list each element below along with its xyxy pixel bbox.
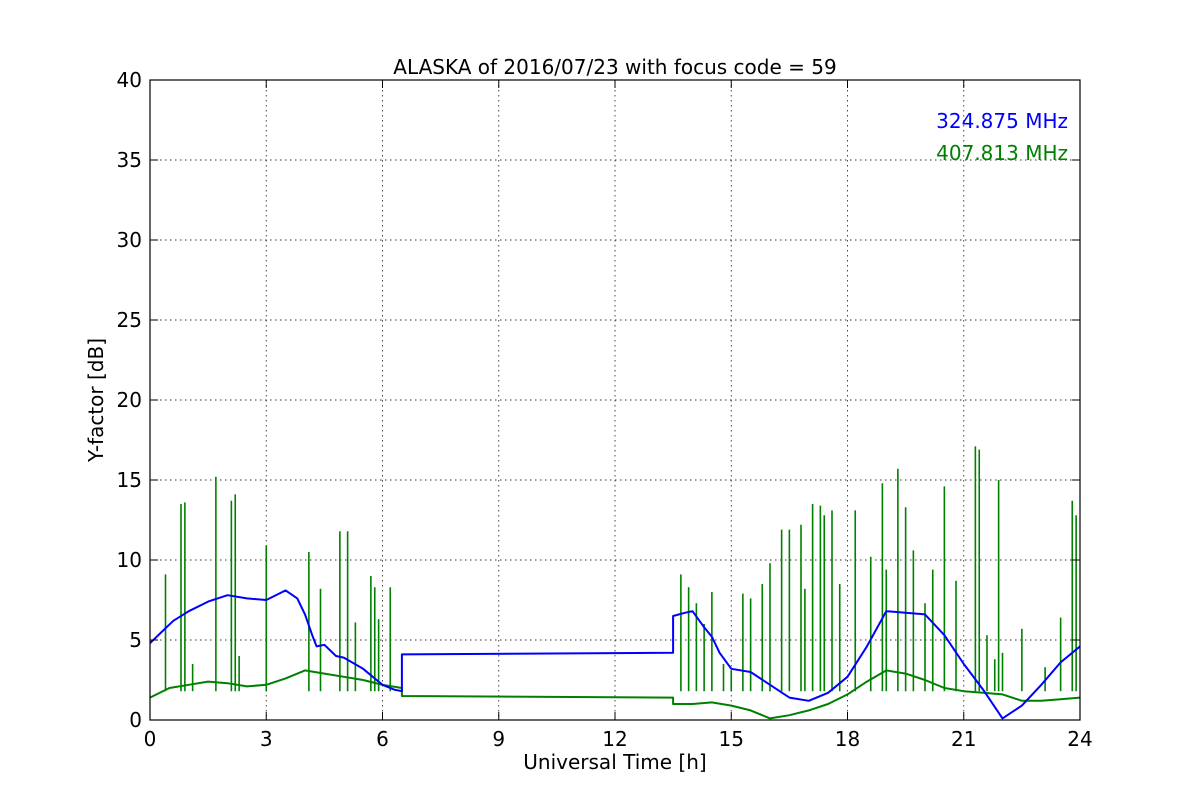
y-tick-label: 25 [117,308,142,332]
x-tick-label: 21 [951,727,976,751]
y-tick-label: 40 [117,68,142,92]
x-tick-label: 3 [260,727,273,751]
x-tick-label: 9 [492,727,505,751]
y-tick-label: 20 [117,388,142,412]
y-tick-label: 35 [117,148,142,172]
legend-entry-407-mhz: 407.813 MHz [936,141,1068,165]
ticks: 0 3 6 9 12 15 18 21 24 0 5 10 15 20 25 30 35 40 [117,68,1093,751]
x-tick-label: 15 [719,727,744,751]
x-tick-label: 6 [376,727,389,751]
y-tick-label: 30 [117,228,142,252]
chart-title: ALASKA of 2016/07/23 with focus code = 5… [393,55,836,79]
y-tick-label: 5 [129,628,142,652]
x-tick-label: 24 [1067,727,1092,751]
y-tick-label: 10 [117,548,142,572]
y-tick-label: 15 [117,468,142,492]
x-axis-label: Universal Time [h] [523,750,706,774]
series-line-1 [150,669,1080,720]
x-tick-label: 12 [602,727,627,751]
x-tick-label: 0 [144,727,157,751]
plot-area [150,446,1080,720]
series-line-0 [150,589,1080,720]
legend-entry-324-mhz: 324.875 MHz [936,109,1068,133]
y-tick-label: 0 [129,708,142,732]
x-tick-label: 18 [835,727,860,751]
grid [150,80,1080,720]
y-axis-label: Y-factor [dB] [84,338,108,463]
series-group [150,446,1080,720]
